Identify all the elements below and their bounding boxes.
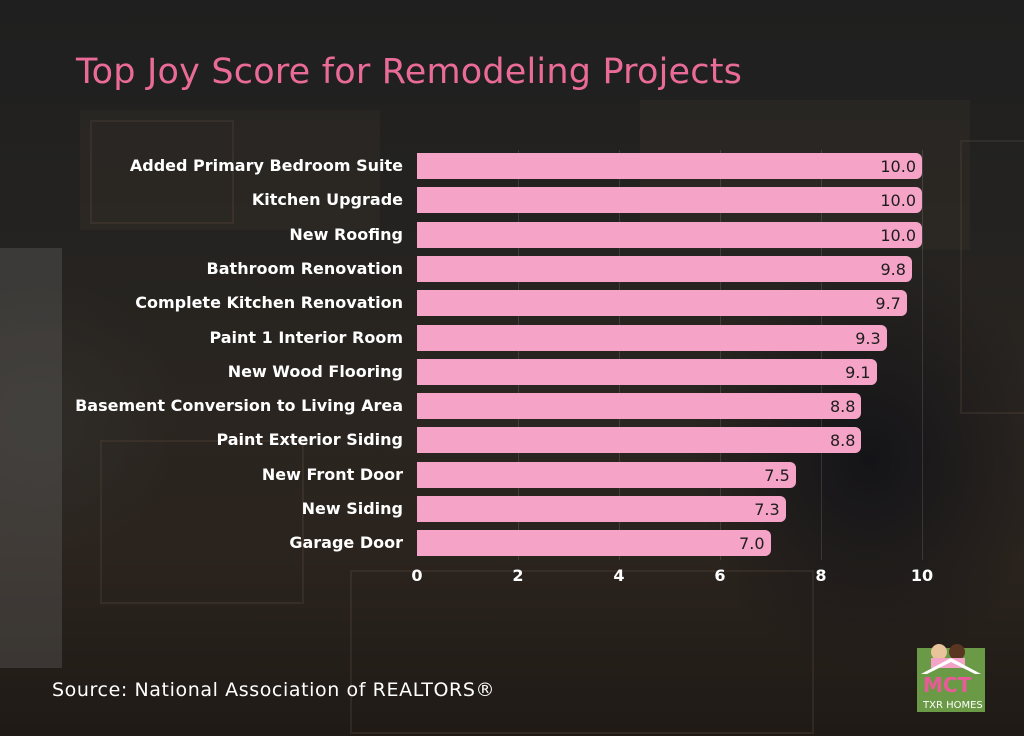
bar-label: Complete Kitchen Renovation <box>135 293 403 313</box>
bar-label: New Roofing <box>289 224 403 244</box>
bg-cabinet <box>80 110 380 230</box>
bar-value-label: 7.0 <box>739 534 765 554</box>
bar: 8.8 <box>417 427 862 454</box>
gridline <box>619 150 620 560</box>
bar-value-label: 7.3 <box>754 500 780 519</box>
bar-row: New Wood Flooring 9.1 <box>0 358 1024 385</box>
bar-row: New Roofing 10.0 <box>0 221 1024 248</box>
bar-label: Bathroom Renovation <box>206 258 403 278</box>
x-axis-tick: 10 <box>910 566 934 585</box>
x-axis-tick: 4 <box>613 566 625 585</box>
bar: 7.5 <box>417 461 796 488</box>
bar-label: Paint Exterior Siding <box>216 430 403 450</box>
bar-label: New Front Door <box>261 464 403 484</box>
bar-row: Added Primary Bedroom Suite 10.0 <box>0 153 1024 179</box>
gridline <box>518 150 519 560</box>
bar-value-label: 9.8 <box>880 259 906 279</box>
bar: 10.0 <box>417 221 922 248</box>
bar: 7.3 <box>417 496 786 522</box>
bar-row: Garage Door 7.0 <box>0 530 1024 557</box>
bar-label: Garage Door <box>289 533 403 553</box>
bar-row: New Front Door 7.5 <box>0 461 1024 488</box>
bar-value-label: 7.5 <box>764 465 790 485</box>
x-axis-tick: 8 <box>815 566 827 585</box>
bar-value-label: 8.8 <box>829 397 856 417</box>
bar-row: Complete Kitchen Renovation 9.7 <box>0 290 1024 317</box>
bar-label: Added Primary Bedroom Suite <box>129 156 403 175</box>
svg-text:TXR HOMES: TXR HOMES <box>922 700 983 711</box>
gridline <box>821 150 822 560</box>
bar: 9.3 <box>417 324 887 351</box>
brand-logo: MCT TXR HOMES <box>915 640 987 714</box>
bar-value-label: 10.0 <box>880 191 916 211</box>
bar-row: Paint Exterior Siding 8.8 <box>0 427 1024 454</box>
bar-row: Kitchen Upgrade 10.0 <box>0 187 1024 214</box>
svg-text:MCT: MCT <box>923 673 972 697</box>
bg-cabinet-box <box>350 570 814 734</box>
bar-row: Paint 1 Interior Room 9.3 <box>0 324 1024 351</box>
bg-fridge <box>0 248 62 668</box>
bar-label: Kitchen Upgrade <box>251 190 403 210</box>
bar: 7.0 <box>417 530 771 557</box>
bar-value-label: 9.3 <box>855 328 881 348</box>
gridline <box>922 150 923 560</box>
bar: 9.7 <box>417 290 907 317</box>
bar: 9.1 <box>417 358 877 385</box>
bar-label: New Wood Flooring <box>227 361 403 381</box>
bar: 10.0 <box>417 153 922 179</box>
x-axis-tick: 0 <box>411 566 423 585</box>
bar: 9.8 <box>417 255 912 282</box>
logo-icon: MCT TXR HOMES <box>917 644 985 712</box>
bar: 10.0 <box>417 187 922 214</box>
bar-row: New Siding 7.3 <box>0 496 1024 522</box>
bar-value-label: 8.8 <box>829 431 856 451</box>
bar-value-label: 9.7 <box>875 294 901 314</box>
bg-cabinet-door <box>90 120 234 224</box>
bar-value-label: 10.0 <box>880 157 916 176</box>
bar: 8.8 <box>417 393 862 420</box>
source-note: Source: National Association of REALTORS… <box>52 679 496 701</box>
x-axis-tick: 2 <box>512 566 524 585</box>
bar-label: New Siding <box>301 499 403 518</box>
bar-label: Paint 1 Interior Room <box>209 327 403 347</box>
chart-title: Top Joy Score for Remodeling Projects <box>76 52 743 92</box>
x-axis-tick: 6 <box>714 566 726 585</box>
bar-row: Basement Conversion to Living Area 8.8 <box>0 393 1024 420</box>
bg-shelf <box>100 440 304 604</box>
bar-value-label: 9.1 <box>845 362 871 382</box>
bar-value-label: 10.0 <box>880 225 916 245</box>
bar-row: Bathroom Renovation 9.8 <box>0 255 1024 282</box>
bar-label: Basement Conversion to Living Area <box>75 396 403 416</box>
gridline <box>720 150 721 560</box>
bg-window <box>960 140 1024 414</box>
